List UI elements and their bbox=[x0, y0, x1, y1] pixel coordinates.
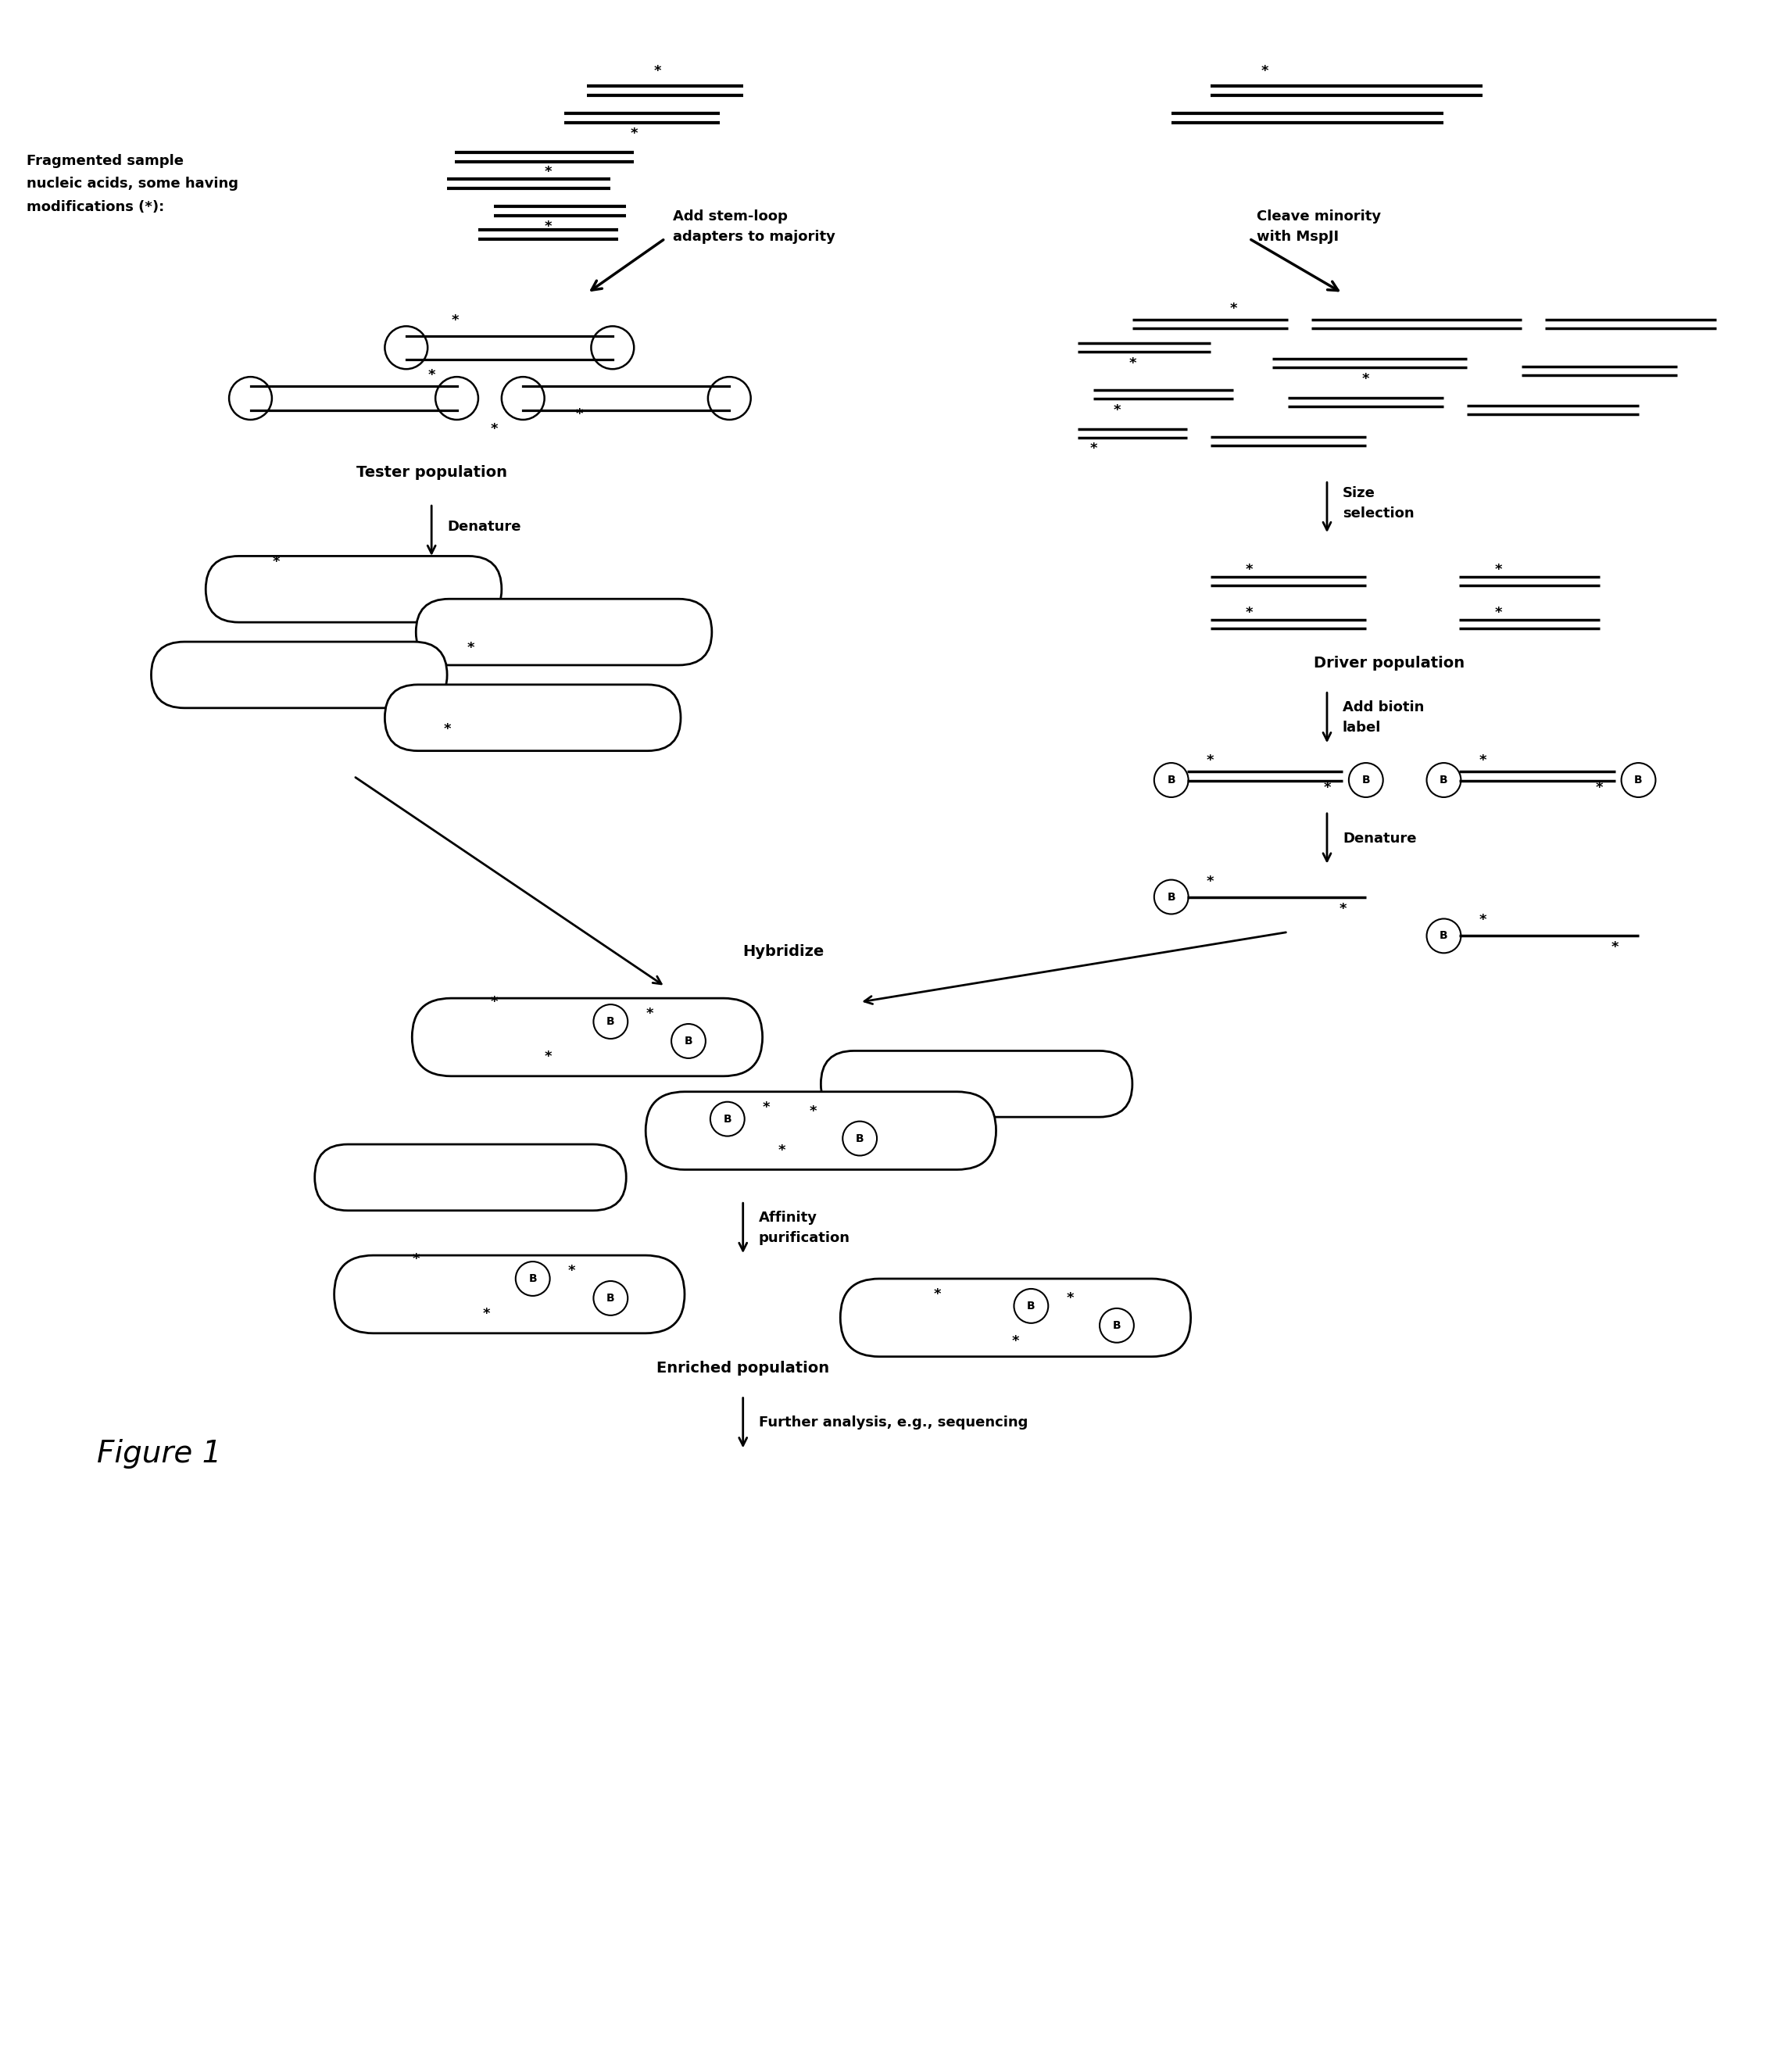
Text: *: * bbox=[466, 640, 475, 655]
Text: *: * bbox=[412, 1251, 419, 1266]
FancyBboxPatch shape bbox=[412, 997, 762, 1076]
Text: *: * bbox=[1478, 754, 1486, 768]
Text: *: * bbox=[272, 555, 280, 570]
Text: *: * bbox=[778, 1144, 785, 1156]
Text: B: B bbox=[606, 1293, 615, 1303]
Text: *: * bbox=[810, 1105, 817, 1119]
Text: *: * bbox=[1611, 940, 1618, 954]
FancyBboxPatch shape bbox=[315, 1144, 625, 1210]
Text: *: * bbox=[568, 1264, 575, 1278]
Text: Figure 1: Figure 1 bbox=[97, 1439, 220, 1468]
Text: *: * bbox=[1362, 372, 1369, 386]
Text: B: B bbox=[1027, 1301, 1036, 1311]
FancyBboxPatch shape bbox=[385, 686, 681, 752]
Text: *: * bbox=[1495, 605, 1502, 620]
Text: B: B bbox=[606, 1016, 615, 1026]
Text: Fragmented sample
nucleic acids, some having
modifications (*):: Fragmented sample nucleic acids, some ha… bbox=[27, 155, 238, 215]
Text: *: * bbox=[482, 1307, 489, 1322]
Text: *: * bbox=[1597, 781, 1604, 795]
Text: *: * bbox=[1339, 902, 1346, 915]
Text: Further analysis, e.g., sequencing: Further analysis, e.g., sequencing bbox=[758, 1417, 1027, 1429]
Text: *: * bbox=[1245, 562, 1253, 576]
Text: *: * bbox=[489, 423, 498, 436]
Text: *: * bbox=[631, 126, 638, 140]
Text: B: B bbox=[855, 1134, 864, 1144]
Text: *: * bbox=[1322, 781, 1331, 795]
Text: *: * bbox=[1495, 562, 1502, 576]
Text: *: * bbox=[1206, 873, 1213, 888]
FancyBboxPatch shape bbox=[840, 1278, 1190, 1357]
Text: *: * bbox=[1012, 1334, 1020, 1348]
Text: B: B bbox=[1113, 1320, 1122, 1332]
Text: B: B bbox=[529, 1274, 538, 1284]
FancyBboxPatch shape bbox=[645, 1092, 996, 1169]
Text: *: * bbox=[443, 723, 452, 737]
Text: Add biotin
label: Add biotin label bbox=[1342, 700, 1425, 735]
Text: *: * bbox=[645, 1008, 654, 1020]
Text: *: * bbox=[763, 1101, 771, 1115]
FancyBboxPatch shape bbox=[416, 599, 711, 665]
Text: Tester population: Tester population bbox=[357, 465, 507, 479]
Text: Denature: Denature bbox=[1342, 832, 1416, 845]
Text: *: * bbox=[1090, 442, 1097, 456]
Text: *: * bbox=[1245, 605, 1253, 620]
Text: *: * bbox=[654, 64, 661, 78]
Text: *: * bbox=[545, 165, 552, 180]
Text: Size
selection: Size selection bbox=[1342, 485, 1414, 520]
Text: B: B bbox=[1439, 931, 1448, 942]
FancyBboxPatch shape bbox=[333, 1256, 685, 1334]
Text: B: B bbox=[685, 1037, 694, 1047]
Text: *: * bbox=[545, 1049, 552, 1063]
FancyBboxPatch shape bbox=[151, 642, 446, 708]
Text: Cleave minority
with MspJI: Cleave minority with MspJI bbox=[1256, 209, 1382, 244]
Text: Driver population: Driver population bbox=[1314, 657, 1464, 671]
Text: *: * bbox=[1066, 1291, 1073, 1305]
FancyBboxPatch shape bbox=[821, 1051, 1133, 1117]
Text: *: * bbox=[545, 219, 552, 233]
Text: *: * bbox=[489, 995, 498, 1010]
Text: B: B bbox=[1634, 774, 1643, 785]
Text: *: * bbox=[428, 368, 435, 382]
Text: Enriched population: Enriched population bbox=[656, 1361, 830, 1375]
Text: *: * bbox=[1113, 403, 1120, 417]
Text: B: B bbox=[1362, 774, 1371, 785]
Text: Denature: Denature bbox=[446, 520, 521, 535]
Text: *: * bbox=[1129, 355, 1136, 370]
Text: *: * bbox=[1206, 754, 1213, 768]
Text: Hybridize: Hybridize bbox=[744, 944, 824, 958]
Text: B: B bbox=[1439, 774, 1448, 785]
Text: *: * bbox=[575, 407, 582, 421]
Text: Affinity
purification: Affinity purification bbox=[758, 1210, 849, 1245]
Text: *: * bbox=[1478, 913, 1486, 927]
FancyBboxPatch shape bbox=[206, 555, 502, 622]
Text: *: * bbox=[934, 1286, 941, 1301]
Text: B: B bbox=[1167, 774, 1176, 785]
Text: Add stem-loop
adapters to majority: Add stem-loop adapters to majority bbox=[674, 209, 835, 244]
Text: B: B bbox=[1167, 892, 1176, 902]
Text: B: B bbox=[724, 1113, 731, 1125]
Text: *: * bbox=[1229, 301, 1236, 316]
Text: *: * bbox=[452, 314, 459, 328]
Text: *: * bbox=[1262, 64, 1269, 78]
